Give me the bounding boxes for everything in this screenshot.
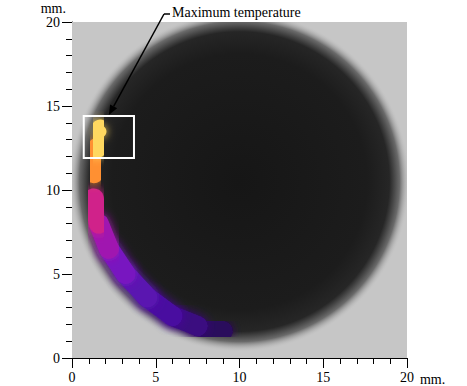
svg-text:5: 5 [53,267,60,282]
svg-text:20: 20 [400,370,414,385]
svg-text:mm.: mm. [420,372,445,386]
svg-text:15: 15 [46,99,60,114]
svg-text:5: 5 [152,370,159,385]
svg-text:Maximum temperature: Maximum temperature [172,5,301,20]
svg-text:0: 0 [69,370,76,385]
svg-text:20: 20 [46,15,60,30]
svg-text:mm.: mm. [41,1,66,16]
svg-text:10: 10 [46,183,60,198]
svg-text:10: 10 [233,370,247,385]
svg-text:15: 15 [316,370,330,385]
svg-text:0: 0 [53,351,60,366]
